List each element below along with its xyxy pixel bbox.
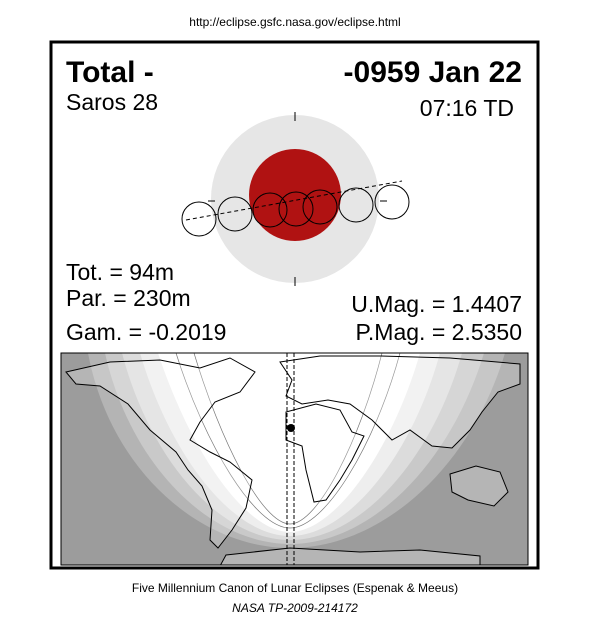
penumbral-magnitude: P.Mag. = 2.5350 bbox=[356, 319, 522, 345]
totality-duration: Tot. = 94m bbox=[66, 259, 174, 285]
umbral-magnitude: U.Mag. = 1.4407 bbox=[351, 291, 522, 317]
world-map bbox=[60, 352, 529, 566]
greatest-eclipse-point bbox=[287, 424, 295, 432]
eclipse-type: Total - bbox=[66, 56, 154, 89]
gamma: Gam. = -0.2019 bbox=[66, 319, 226, 345]
partial-duration: Par. = 230m bbox=[66, 285, 191, 311]
moon-positions bbox=[181, 184, 410, 237]
frame bbox=[49, 40, 540, 570]
umbra bbox=[249, 149, 341, 241]
url: http://eclipse.gsfc.nasa.gov/eclipse.htm… bbox=[189, 15, 400, 29]
footer-reference: NASA TP-2009-214172 bbox=[232, 601, 358, 615]
eclipse-date: -0959 Jan 22 bbox=[344, 56, 522, 89]
footer-title: Five Millennium Canon of Lunar Eclipses … bbox=[132, 581, 458, 595]
moon-path bbox=[185, 180, 403, 221]
saros: Saros 28 bbox=[66, 89, 158, 115]
map-border bbox=[60, 352, 529, 566]
time: 07:16 TD bbox=[420, 95, 514, 121]
shadow-diagram bbox=[181, 112, 410, 286]
